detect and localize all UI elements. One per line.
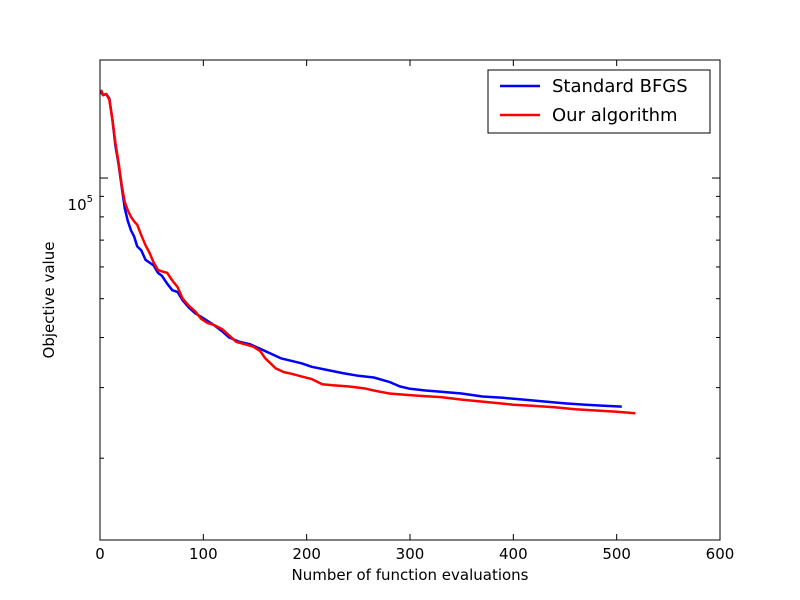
x-tick-label: 200 xyxy=(292,545,321,563)
y-tick-label-base: 10 xyxy=(68,196,87,214)
legend: Standard BFGS Our algorithm xyxy=(487,69,711,134)
x-tick-label: 500 xyxy=(602,545,631,563)
series-layer xyxy=(99,89,636,415)
y-axis-label: Objective value xyxy=(40,242,58,359)
x-axis-label: Number of function evaluations xyxy=(291,566,528,584)
x-tick-label: 300 xyxy=(396,545,425,563)
x-tick-label: 400 xyxy=(499,545,528,563)
plot-background xyxy=(100,60,720,540)
series-line-our-algorithm xyxy=(99,89,636,415)
legend-box xyxy=(487,69,711,134)
y-tick-label-major: 105 xyxy=(68,194,93,214)
x-tick-label: 600 xyxy=(706,545,735,563)
y-tick-label-exponent: 5 xyxy=(87,194,93,205)
legend-label-standard-bfgs: Standard BFGS xyxy=(552,76,688,97)
legend-label-our-algorithm: Our algorithm xyxy=(552,105,678,126)
x-axis-ticks: 0 100 200 300 400 500 600 xyxy=(95,60,734,563)
x-tick-label: 100 xyxy=(189,545,218,563)
y-axis-ticks xyxy=(100,177,720,459)
x-tick-label: 0 xyxy=(95,545,105,563)
plot-frame xyxy=(99,59,721,541)
